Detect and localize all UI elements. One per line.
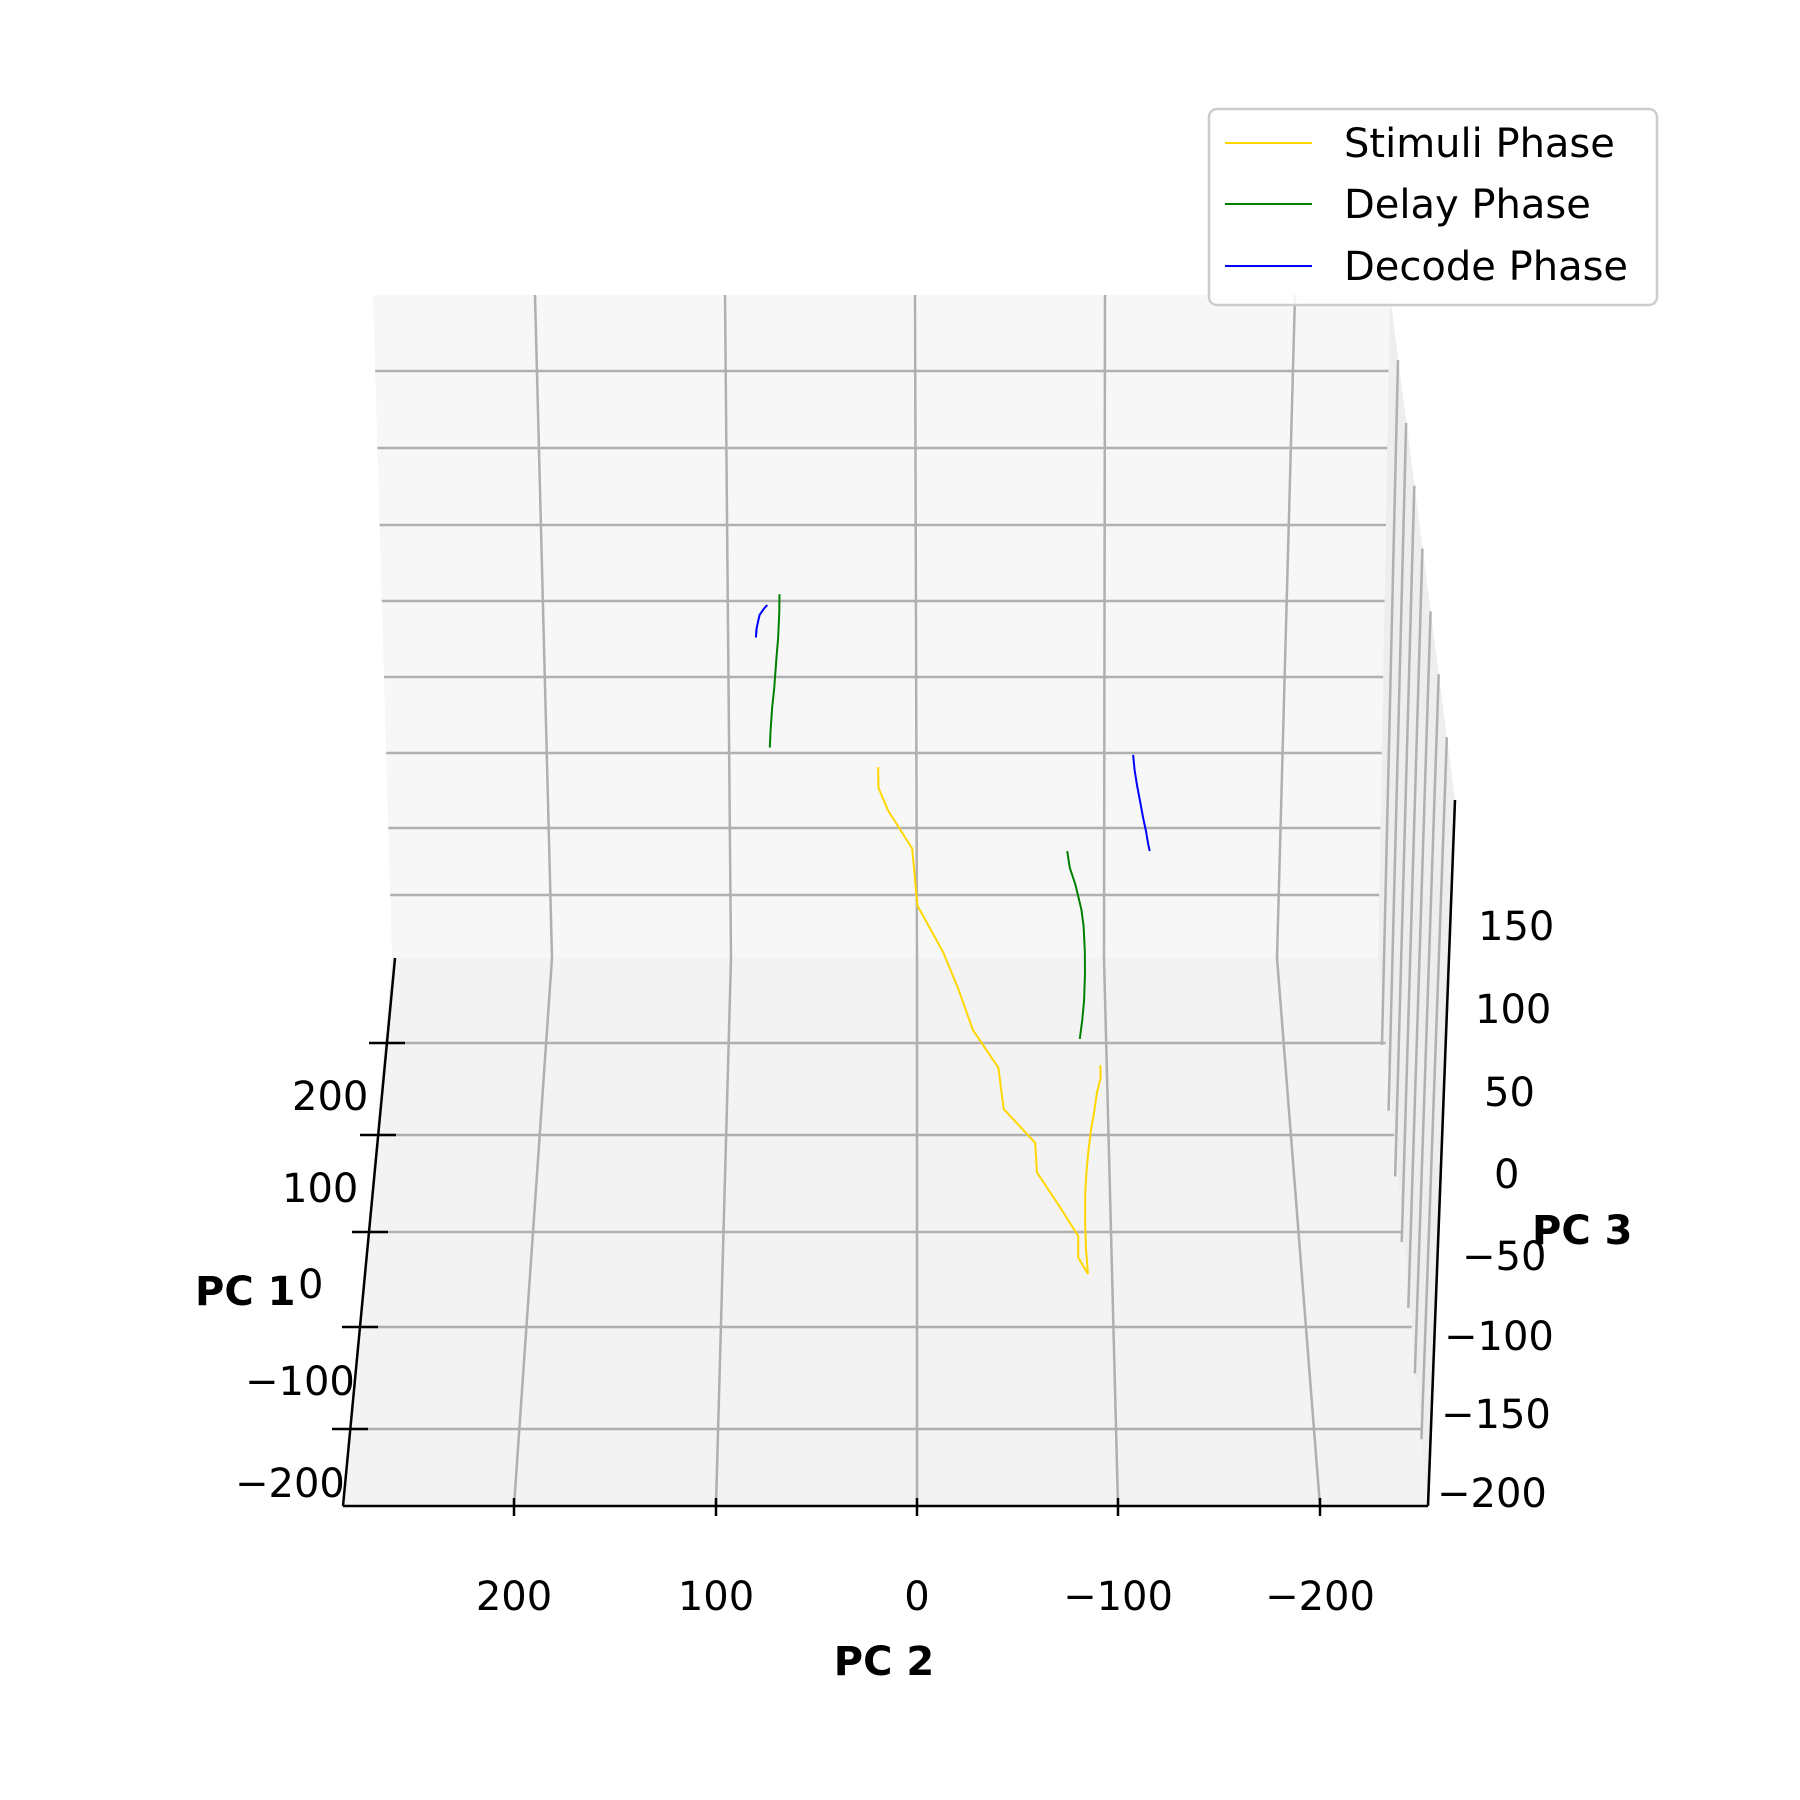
z-tick-label: 100 — [1475, 987, 1551, 1033]
back-pane — [373, 295, 1390, 958]
y-tick-label: −200 — [1265, 1574, 1375, 1620]
z-axis-title: PC 3 — [1532, 1208, 1632, 1254]
z-tick-label: −200 — [1437, 1471, 1547, 1517]
axes — [332, 799, 1457, 1516]
grid-line — [1407, 611, 1432, 1308]
z-axis-line — [1426, 799, 1457, 1507]
grid-line — [1413, 674, 1440, 1374]
grid-line — [1420, 737, 1449, 1440]
z-tick-label: −150 — [1441, 1392, 1551, 1438]
x-tick-label: −200 — [235, 1461, 345, 1507]
series-line — [755, 604, 769, 638]
grid-line — [1380, 359, 1400, 1046]
side-pane — [1378, 295, 1455, 1506]
z-tick-label: 0 — [1494, 1152, 1519, 1198]
x-tick-label: 0 — [298, 1262, 323, 1308]
series-line — [1132, 754, 1151, 852]
grid-lines — [349, 294, 1457, 1507]
grid-line — [1393, 485, 1416, 1177]
z-tick-label: 150 — [1478, 904, 1554, 950]
y-tick-label: 200 — [476, 1574, 552, 1620]
x-axis-title: PC 1 — [195, 1269, 295, 1315]
z-tick-label: −50 — [1462, 1234, 1546, 1280]
legend-label-decode: Decode Phase — [1344, 244, 1628, 290]
legend-label-stimuli: Stimuli Phase — [1344, 121, 1615, 167]
grid-line — [1102, 294, 1107, 959]
z-tick-label: 50 — [1484, 1070, 1535, 1116]
legend-box — [1207, 107, 1659, 307]
series-line — [768, 594, 781, 748]
series-layer — [755, 594, 1151, 1275]
y-tick-label: 0 — [904, 1574, 929, 1620]
x-tick-label: −100 — [245, 1359, 355, 1405]
series-line — [1084, 1065, 1102, 1275]
grid-line — [1387, 422, 1408, 1111]
legend-label-delay: Delay Phase — [1344, 182, 1591, 228]
grid-line — [1275, 294, 1297, 959]
series-line — [877, 767, 1089, 1275]
grid-line — [533, 294, 554, 959]
x-tick-label: 100 — [282, 1166, 358, 1212]
grid-line — [1400, 548, 1424, 1243]
x-tick-label: 200 — [292, 1074, 368, 1120]
y-axis-title: PC 2 — [834, 1639, 934, 1685]
legend: Stimuli Phase Delay Phase Decode Phase — [1207, 107, 1659, 307]
grid-line — [723, 294, 733, 959]
grid-line — [913, 294, 919, 959]
series-line — [1066, 850, 1086, 1040]
y-tick-label: 100 — [678, 1574, 754, 1620]
y-tick-label: −100 — [1063, 1574, 1173, 1620]
z-tick-label: −100 — [1444, 1314, 1554, 1360]
